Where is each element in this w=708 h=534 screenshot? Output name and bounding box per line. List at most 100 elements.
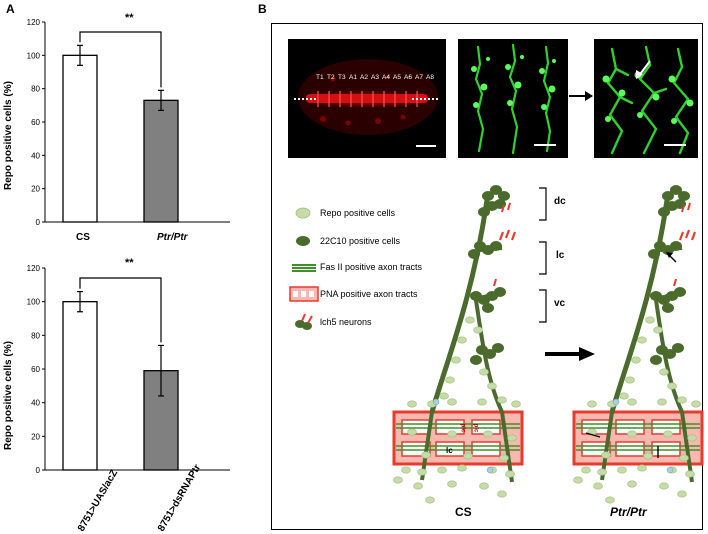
panel-b-letter: B xyxy=(258,2,267,16)
repo-cell xyxy=(407,400,417,408)
cell-22c10 xyxy=(674,287,686,297)
repo-cell xyxy=(659,368,669,376)
lch5-neuron xyxy=(678,231,685,241)
repo-cell xyxy=(497,490,507,498)
repo-cell xyxy=(479,368,489,376)
repo-cell xyxy=(601,451,611,459)
lch5-neuron xyxy=(498,231,505,241)
chart-2-plot: 0 20 40 60 80 100 120 xyxy=(27,264,230,475)
repo-cell xyxy=(413,482,423,490)
y-tick-label: 0 xyxy=(36,466,41,475)
lch5-neuron xyxy=(684,229,691,239)
repo-cell xyxy=(479,482,489,490)
y-tick-label: 80 xyxy=(31,331,40,340)
lch5-neuron xyxy=(493,278,497,287)
repo-cell xyxy=(587,400,597,408)
lch5-neuron xyxy=(687,202,691,211)
right-arrow-icon xyxy=(569,91,593,101)
repo-cell xyxy=(605,496,615,504)
mutant-arrow xyxy=(585,432,601,438)
repo-cell xyxy=(667,382,677,390)
y-tick-label: 60 xyxy=(31,118,40,127)
repo-cell xyxy=(477,398,487,406)
repo-cell xyxy=(685,470,695,478)
repo-cell xyxy=(417,468,427,476)
legend-label: Repo positive cells xyxy=(320,208,396,218)
repo-cell xyxy=(499,454,509,462)
repo-cell xyxy=(687,434,697,442)
lch5-neuron xyxy=(504,229,511,239)
cell-22c10 xyxy=(662,191,674,201)
light-green-cell-icon xyxy=(295,207,311,219)
chart-1-xlabel-ptr: Ptr/Ptr xyxy=(157,232,188,243)
repo-cell xyxy=(657,398,667,406)
cell-22c10 xyxy=(678,191,690,201)
repo-cell xyxy=(421,451,431,459)
cell-22c10 xyxy=(470,355,482,365)
y-tick-label: 120 xyxy=(27,18,41,27)
tract-label-lc: lc xyxy=(446,446,453,455)
brace-label-dc: dc xyxy=(554,196,566,207)
segment-label: A7 xyxy=(415,74,423,81)
repo-cell xyxy=(473,326,483,334)
cell-22c10 xyxy=(492,343,504,353)
condition-label-cs: CS xyxy=(455,505,472,519)
tract-window xyxy=(471,441,501,457)
significance-bracket xyxy=(79,31,162,88)
repo-cell xyxy=(637,464,647,472)
region-braces xyxy=(539,187,547,323)
repo-cell xyxy=(593,482,603,490)
y-tick-label: 0 xyxy=(36,218,41,227)
repo-cell xyxy=(463,452,473,460)
peripheral-nerve xyxy=(680,411,694,483)
peripheral-nerve xyxy=(609,199,670,413)
bar xyxy=(62,54,98,223)
y-tick-label: 100 xyxy=(27,51,41,60)
significance-bracket xyxy=(79,277,162,343)
y-tick-label: 120 xyxy=(27,264,41,273)
repo-cell xyxy=(645,316,655,324)
repo-cell xyxy=(445,376,455,384)
panel-a-letter: A xyxy=(6,2,15,16)
legend-label: PNA positive axon tracts xyxy=(320,289,418,299)
cell-22c10 xyxy=(490,241,502,251)
lch5-neuron xyxy=(501,204,505,213)
tract-window xyxy=(615,441,645,457)
repo-cell xyxy=(505,470,515,478)
segment-label: A8 xyxy=(426,74,434,81)
repo-cell xyxy=(483,430,493,438)
lch5-neuron xyxy=(510,231,517,241)
cell-22c10 xyxy=(482,303,494,313)
repo-cell xyxy=(625,376,635,384)
cell-22c10 xyxy=(484,349,496,359)
y-tick-label: 60 xyxy=(31,365,40,374)
repo-cell xyxy=(437,466,447,474)
repo-cell xyxy=(451,356,461,364)
repo-cell xyxy=(407,428,417,436)
legend-label: lch5 neurons xyxy=(320,317,372,327)
glial-cell xyxy=(612,398,620,406)
repo-cell xyxy=(663,430,673,438)
condition-label-ptr: Ptr/Ptr xyxy=(610,505,647,519)
cell-22c10 xyxy=(664,349,676,359)
lch5-neuron xyxy=(673,278,677,287)
repo-cell xyxy=(447,480,457,488)
y-tick-label: 80 xyxy=(31,85,40,94)
chart-2-significance: ** xyxy=(125,257,134,269)
legend-label: 22C10 positive cells xyxy=(320,236,401,246)
glial-cell xyxy=(666,466,674,474)
repo-cell xyxy=(691,400,701,408)
repo-cell xyxy=(439,392,449,400)
neuron-icon xyxy=(295,313,313,330)
repo-cell xyxy=(425,496,435,504)
repo-cell xyxy=(677,396,687,404)
repo-cell xyxy=(507,434,517,442)
segment-label: A1 xyxy=(349,74,357,81)
y-tick-label: 100 xyxy=(27,298,41,307)
repo-cell xyxy=(631,356,641,364)
repo-cell xyxy=(457,464,467,472)
segment-label: T1 xyxy=(316,74,324,81)
cell-22c10 xyxy=(648,249,660,259)
cell-22c10 xyxy=(670,241,682,251)
